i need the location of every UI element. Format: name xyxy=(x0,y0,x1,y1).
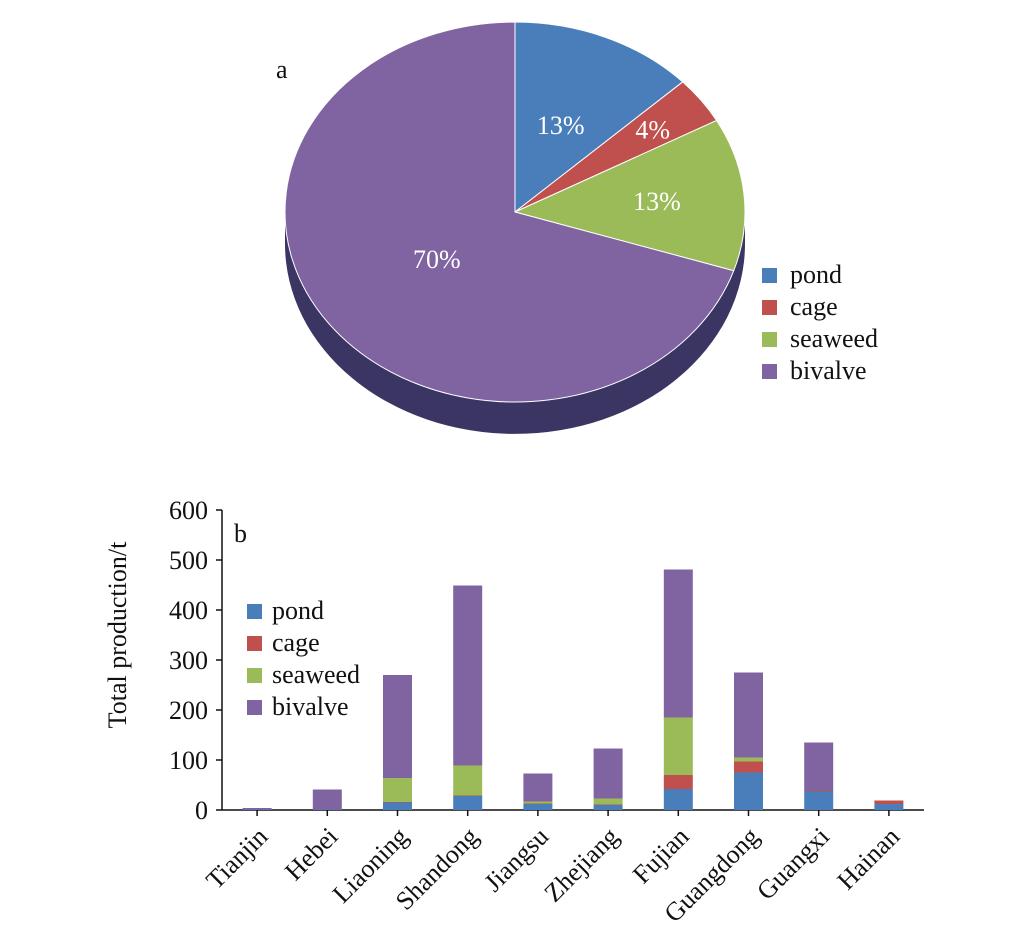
bar-legend-label-bivalve: bivalve xyxy=(272,692,349,721)
panel-label-a: a xyxy=(276,55,288,84)
y-tick-label: 300 xyxy=(169,646,208,675)
bar-cage-jiangsu xyxy=(523,803,553,804)
y-tick-label: 100 xyxy=(169,746,208,775)
pie-depth xyxy=(285,212,745,434)
pie-chart: a 13% 4% 13% 70% pond cage seaweed bivalve xyxy=(276,21,878,434)
bar-pond-tianjin xyxy=(242,809,272,810)
pie-label-bivalve: 70% xyxy=(413,245,461,274)
bar-legend-label-seaweed: seaweed xyxy=(272,660,360,689)
pie-legend-swatch-seaweed xyxy=(762,332,777,347)
bar-cage-liaoning xyxy=(383,802,412,803)
bar-pond-hebei xyxy=(312,809,342,810)
bar-bivalve-jiangsu xyxy=(523,773,553,802)
y-tick-label: 0 xyxy=(195,796,208,825)
panel-label-b: b xyxy=(234,519,247,548)
x-tick-label-tianjin: Tianjin xyxy=(200,822,273,895)
pie-label-cage: 4% xyxy=(635,115,670,144)
bar-pond-fujian xyxy=(663,789,693,810)
x-tick-labels: Tianjin HebeiLiaoningShandongJiangsuZheji… xyxy=(200,822,905,928)
x-tick-label-zhejiang: Zhejiang xyxy=(538,822,624,908)
x-tick-label-guangxi: Guangxi xyxy=(751,822,835,906)
bar-legend-swatch-pond xyxy=(247,604,262,619)
bar-bivalve-hebei xyxy=(312,789,342,810)
bar-legend-swatch-seaweed xyxy=(247,668,262,683)
bar-bivalve-tianjin xyxy=(242,808,272,810)
bar-pond-shandong xyxy=(453,796,483,810)
pie-labels: 13% 4% 13% 70% xyxy=(413,111,681,274)
bar-seaweed-liaoning xyxy=(383,778,412,802)
bar-bivalve-guangxi xyxy=(804,742,834,790)
bar-bivalve-zhejiang xyxy=(593,748,623,799)
bar-cage-guangxi xyxy=(804,790,834,791)
bar-pond-hainan xyxy=(874,804,904,810)
bar-bivalve-shandong xyxy=(453,585,483,766)
bar-pond-zhejiang xyxy=(593,805,623,810)
bar-pond-jiangsu xyxy=(523,804,553,810)
pie-legend-swatch-cage xyxy=(762,300,777,315)
pie-legend-label-seaweed: seaweed xyxy=(790,324,878,353)
pie-side-wall xyxy=(285,212,745,434)
bar-seaweed-guangdong xyxy=(734,757,763,762)
pie-legend: pond cage seaweed bivalve xyxy=(762,260,878,385)
pie-legend-label-cage: cage xyxy=(790,292,838,321)
bar-cage-guangdong xyxy=(734,761,763,773)
pie-legend-swatch-pond xyxy=(762,268,777,283)
bar-pond-guangxi xyxy=(804,791,834,810)
bar-legend-swatch-cage xyxy=(247,636,262,651)
stacked-bar-chart: b Total production/t 0 100 200 300 400 500 600… xyxy=(103,496,924,928)
pie-label-seaweed: 13% xyxy=(633,187,681,216)
bar-seaweed-fujian xyxy=(663,717,693,775)
pie-slice-seaweed xyxy=(513,119,746,272)
x-tick-label-hainan: Hainan xyxy=(832,822,906,896)
pie-slices xyxy=(284,21,746,403)
bar-pond-guangdong xyxy=(734,772,763,810)
pie-legend-label-pond: pond xyxy=(790,260,842,289)
bar-bars xyxy=(242,569,904,810)
bar-bivalve-guangdong xyxy=(734,672,763,758)
pie-label-pond: 13% xyxy=(537,111,585,140)
x-tick-label-fujian: Fujian xyxy=(627,822,694,889)
bar-cage-zhejiang xyxy=(593,804,623,805)
bar-legend-label-pond: pond xyxy=(272,596,324,625)
pie-legend-swatch-bivalve xyxy=(762,364,777,379)
bar-cage-shandong xyxy=(453,795,483,796)
bar-seaweed-jiangsu xyxy=(523,801,553,804)
y-axis-title: Total production/t xyxy=(103,541,132,728)
bar-seaweed-shandong xyxy=(453,765,483,796)
bar-legend-swatch-bivalve xyxy=(247,700,262,715)
bar-cage-fujian xyxy=(663,775,693,789)
x-tick-label-hebei: Hebei xyxy=(279,822,343,886)
bar-seaweed-zhejiang xyxy=(593,798,623,805)
bar-bivalve-liaoning xyxy=(383,675,412,778)
pie-slice-pond xyxy=(514,21,684,214)
bar-legend-label-cage: cage xyxy=(272,628,320,657)
y-tick-label: 600 xyxy=(169,496,208,525)
bar-bivalve-fujian xyxy=(663,569,693,718)
bar-pond-liaoning xyxy=(383,802,412,810)
y-tick-label: 200 xyxy=(169,696,208,725)
bar-legend: pond cage seaweed bivalve xyxy=(247,596,360,721)
y-tick-label: 500 xyxy=(169,546,208,575)
bar-cage-hainan xyxy=(874,800,904,804)
pie-legend-label-bivalve: bivalve xyxy=(790,356,867,385)
pie-slice-bivalve xyxy=(284,21,735,403)
y-tick-label: 400 xyxy=(169,596,208,625)
